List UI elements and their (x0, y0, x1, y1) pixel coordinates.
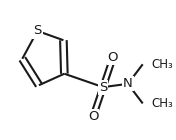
Text: O: O (108, 51, 118, 64)
Text: O: O (88, 110, 98, 123)
Text: CH₃: CH₃ (151, 97, 173, 110)
Text: S: S (33, 24, 42, 38)
Text: N: N (123, 77, 133, 90)
Text: CH₃: CH₃ (151, 58, 173, 71)
Text: S: S (99, 81, 107, 94)
